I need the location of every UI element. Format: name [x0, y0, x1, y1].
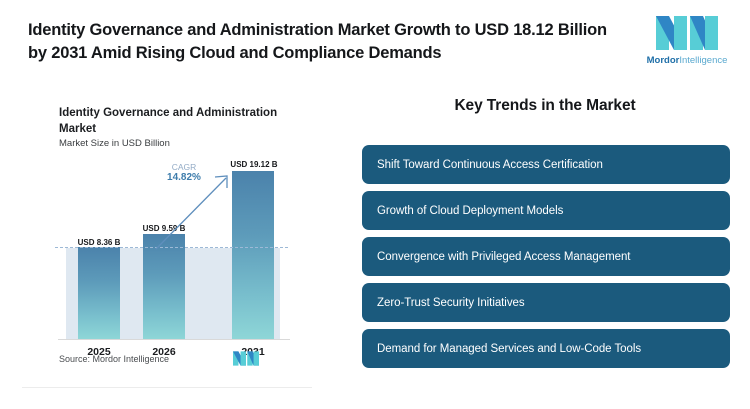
chart-source-logo-icon — [233, 351, 259, 366]
key-trends-list: Shift Toward Continuous Access Certifica… — [362, 145, 730, 375]
bar-value-label-2031: USD 19.12 B — [230, 160, 278, 169]
bar-value-label-2026: USD 9.59 B — [142, 224, 186, 233]
x-tick-2025: 2025 — [87, 346, 111, 358]
trend-card-1[interactable]: Shift Toward Continuous Access Certifica… — [362, 145, 730, 184]
brand-logo: MordorIntelligence — [638, 13, 736, 67]
bar-value-label-2025: USD 8.36 B — [77, 238, 121, 247]
trend-label-3: Convergence with Privileged Access Manag… — [377, 250, 631, 263]
trend-label-2: Growth of Cloud Deployment Models — [377, 204, 564, 217]
cagr-value-text: 14.82% — [167, 172, 201, 184]
x-tick-2026: 2026 — [152, 346, 176, 358]
brand-wordmark: MordorIntelligence — [638, 55, 736, 66]
brand-word-primary: Mordor — [646, 55, 680, 66]
reference-line — [55, 247, 288, 248]
trend-card-5[interactable]: Demand for Managed Services and Low-Code… — [362, 329, 730, 368]
market-size-chart-card: Identity Governance and Administration M… — [22, 88, 312, 388]
trend-card-4[interactable]: Zero-Trust Security Initiatives — [362, 283, 730, 322]
trend-label-1: Shift Toward Continuous Access Certifica… — [377, 158, 603, 171]
chart-title: Identity Governance and Administration M… — [59, 107, 278, 135]
cagr-annotation: CAGR 14.82% — [156, 162, 212, 184]
bar-2026 — [143, 234, 185, 339]
key-trends-panel: Key Trends in the Market Shift Toward Co… — [356, 88, 734, 388]
bar-2031 — [232, 171, 274, 339]
trend-label-4: Zero-Trust Security Initiatives — [377, 296, 525, 309]
chart-subtitle: Market Size in USD Billion — [59, 138, 170, 149]
x-axis-line — [58, 339, 290, 340]
page-title: Identity Governance and Administration M… — [28, 21, 607, 63]
page-header: Identity Governance and Administration M… — [0, 0, 750, 82]
trend-card-2[interactable]: Growth of Cloud Deployment Models — [362, 191, 730, 230]
trend-label-5: Demand for Managed Services and Low-Code… — [377, 342, 642, 355]
trend-card-3[interactable]: Convergence with Privileged Access Manag… — [362, 237, 730, 276]
key-trends-heading: Key Trends in the Market — [454, 97, 636, 114]
brand-word-secondary: Intelligence — [679, 55, 728, 66]
cagr-label-text: CAGR — [171, 162, 197, 172]
bar-chart-plot: USD 8.36 B USD 9.59 B USD 19.12 B CAGR 1… — [50, 160, 290, 358]
bar-2025 — [78, 247, 120, 339]
mordor-logo-icon — [656, 16, 718, 50]
chart-source-note: Source: Mordor Intelligence — [59, 354, 170, 364]
